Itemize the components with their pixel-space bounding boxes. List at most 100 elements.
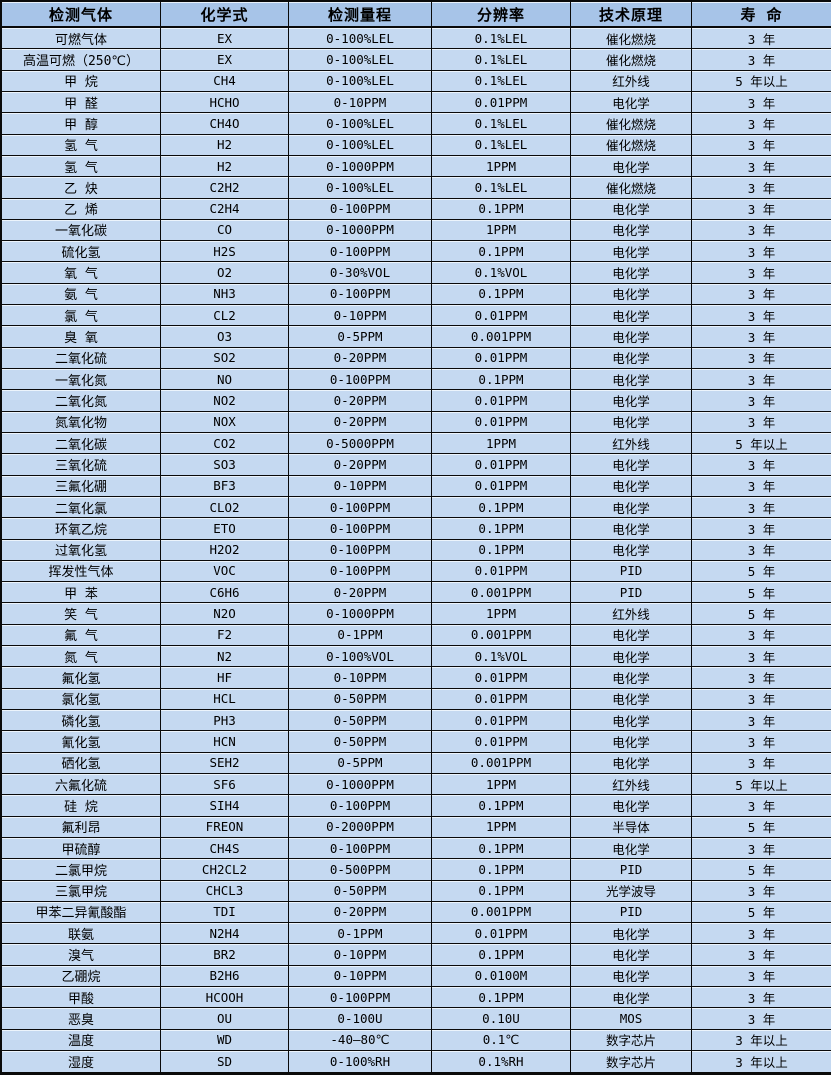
lifespan-cell: 3 年 [692,944,831,966]
resolution-cell: 0.1PPM [432,369,571,391]
formula-cell: O3 [161,326,289,348]
formula-cell: O2 [161,262,289,284]
resolution-cell: 0.001PPM [432,582,571,604]
principle-cell: MOS [571,1008,692,1030]
column-header-range: 检测量程 [289,2,432,28]
table-row: 氢 气 H2 0-100%LEL 0.1%LEL 催化燃烧 3 年 [2,134,831,156]
table-row: 氢 气 H2 0-1000PPM 1PPM 电化学 3 年 [2,155,831,178]
formula-cell: PH3 [161,710,289,732]
resolution-cell: 0.01PPM [432,710,571,732]
range-cell: 0-5PPM [289,326,432,348]
table-row: 笑 气 N2O 0-1000PPM 1PPM 红外线 5 年 [2,603,831,625]
range-cell: 0-100PPM [289,241,432,263]
range-cell: 0-100PPM [289,283,432,306]
table-row: 恶臭 OU 0-100U 0.10U MOS 3 年 [2,1008,831,1030]
table-row: 三氟化硼 BF3 0-10PPM 0.01PPM 电化学 3 年 [2,475,831,497]
gas-name-cell: 二氧化硫 [2,347,161,369]
range-cell: 0-100PPM [289,369,432,391]
lifespan-cell: 3 年 [692,49,831,71]
table-row: 硅 烷 SIH4 0-100PPM 0.1PPM 电化学 3 年 [2,795,831,817]
resolution-cell: 0.001PPM [432,624,571,647]
gas-name-cell: 六氟化硫 [2,773,161,796]
range-cell: 0-1000PPM [289,773,432,796]
range-cell: 0-50PPM [289,880,432,902]
gas-name-cell: 臭 氧 [2,326,161,348]
table-row: 挥发性气体 VOC 0-100PPM 0.01PPM PID 5 年 [2,560,831,583]
table-row: 一氧化氮 NO 0-100PPM 0.1PPM 电化学 3 年 [2,369,831,391]
principle-cell: 红外线 [571,773,692,796]
formula-cell: HF [161,667,289,689]
lifespan-cell: 3 年 [692,965,831,988]
principle-cell: 电化学 [571,646,692,668]
resolution-cell: 0.001PPM [432,901,571,924]
gas-name-cell: 氰化氢 [2,731,161,753]
resolution-cell: 0.1PPM [432,987,571,1009]
table-row: 甲苯二异氰酸酯 TDI 0-20PPM 0.001PPM PID 5 年 [2,901,831,924]
range-cell: 0-5000PPM [289,432,432,455]
resolution-cell: 0.1%LEL [432,70,571,92]
principle-cell: 电化学 [571,369,692,391]
gas-name-cell: 一氧化氮 [2,369,161,391]
principle-cell: 电化学 [571,667,692,689]
principle-cell: 电化学 [571,710,692,732]
resolution-cell: 0.1PPM [432,944,571,966]
formula-cell: BF3 [161,475,289,497]
column-header-formula: 化学式 [161,2,289,28]
lifespan-cell: 5 年以上 [692,432,831,455]
formula-cell: CHCL3 [161,880,289,902]
formula-cell: CO [161,219,289,242]
range-cell: 0-30%VOL [289,262,432,284]
range-cell: 0-100PPM [289,198,432,220]
lifespan-cell: 3 年 [692,539,831,561]
range-cell: 0-20PPM [289,390,432,412]
lifespan-cell: 3 年 [692,688,831,710]
lifespan-cell: 3 年 [692,326,831,348]
table-row: 二氧化氮 NO2 0-20PPM 0.01PPM 电化学 3 年 [2,390,831,412]
resolution-cell: 0.1℃ [432,1029,571,1051]
principle-cell: 电化学 [571,496,692,519]
formula-cell: CO2 [161,432,289,455]
range-cell: -40—80℃ [289,1029,432,1051]
formula-cell: F2 [161,624,289,647]
column-header-gas: 检测气体 [2,2,161,28]
gas-name-cell: 二氧化氯 [2,496,161,519]
gas-name-cell: 甲苯二异氰酸酯 [2,901,161,924]
formula-cell: CH4S [161,837,289,860]
formula-cell: NO [161,369,289,391]
principle-cell: PID [571,560,692,583]
table-row: 三氧化硫 SO3 0-20PPM 0.01PPM 电化学 3 年 [2,454,831,476]
range-cell: 0-10PPM [289,965,432,988]
principle-cell: 电化学 [571,475,692,497]
table-row: 硫化氢 H2S 0-100PPM 0.1PPM 电化学 3 年 [2,241,831,263]
table-row: 湿度 SD 0-100%RH 0.1%RH 数字芯片 3 年以上 [2,1051,831,1073]
gas-name-cell: 氧 气 [2,262,161,284]
table-row: 氟利昂 FREON 0-2000PPM 1PPM 半导体 5 年 [2,816,831,838]
lifespan-cell: 3 年以上 [692,1051,831,1073]
lifespan-cell: 3 年 [692,667,831,689]
principle-cell: 电化学 [571,411,692,433]
resolution-cell: 0.1%LEL [432,134,571,156]
principle-cell: PID [571,901,692,924]
lifespan-cell: 3 年 [692,134,831,156]
formula-cell: EX [161,28,289,50]
resolution-cell: 1PPM [432,219,571,242]
formula-cell: EX [161,49,289,71]
principle-cell: 催化燃烧 [571,49,692,71]
gas-name-cell: 三氟化硼 [2,475,161,497]
principle-cell: 半导体 [571,816,692,838]
principle-cell: 电化学 [571,198,692,220]
formula-cell: BR2 [161,944,289,966]
formula-cell: WD [161,1029,289,1051]
gas-name-cell: 乙硼烷 [2,965,161,988]
table-row: 甲酸 HCOOH 0-100PPM 0.1PPM 电化学 3 年 [2,987,831,1009]
table-row: 臭 氧 O3 0-5PPM 0.001PPM 电化学 3 年 [2,326,831,348]
principle-cell: 电化学 [571,944,692,966]
gas-name-cell: 二氧化氮 [2,390,161,412]
formula-cell: CH2CL2 [161,859,289,881]
gas-name-cell: 甲硫醇 [2,837,161,860]
principle-cell: PID [571,859,692,881]
resolution-cell: 0.01PPM [432,390,571,412]
resolution-cell: 0.1PPM [432,880,571,902]
gas-name-cell: 高温可燃（250℃） [2,49,161,71]
resolution-cell: 1PPM [432,816,571,838]
